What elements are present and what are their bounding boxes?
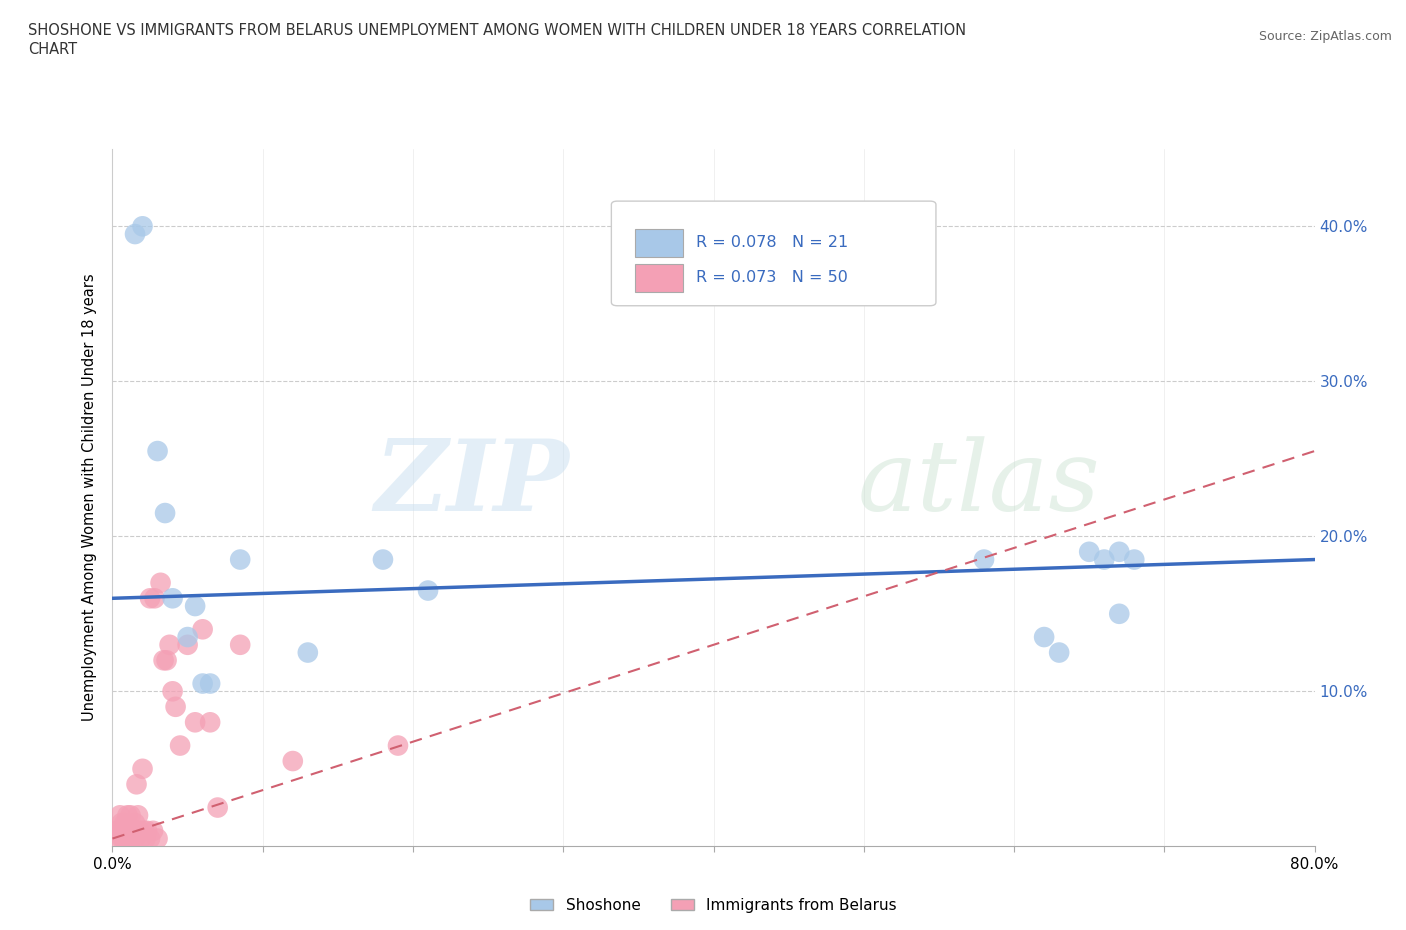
Point xyxy=(139,831,162,846)
Point xyxy=(124,227,146,242)
Point xyxy=(1092,552,1115,567)
Text: SHOSHONE VS IMMIGRANTS FROM BELARUS UNEMPLOYMENT AMONG WOMEN WITH CHILDREN UNDER: SHOSHONE VS IMMIGRANTS FROM BELARUS UNEM… xyxy=(28,23,966,38)
Point xyxy=(143,591,166,605)
Point xyxy=(207,800,229,815)
Point xyxy=(155,653,177,668)
Point xyxy=(124,816,146,830)
Point xyxy=(117,831,139,846)
Point xyxy=(229,552,252,567)
Point xyxy=(198,715,221,730)
Text: ZIP: ZIP xyxy=(374,435,569,532)
Point xyxy=(142,823,165,838)
Point xyxy=(114,816,136,830)
Point xyxy=(153,506,176,521)
Point xyxy=(169,738,191,753)
Point xyxy=(115,831,138,846)
Point xyxy=(108,808,131,823)
Point xyxy=(1108,544,1130,559)
Point xyxy=(110,831,132,846)
Point xyxy=(1108,606,1130,621)
Point xyxy=(122,823,145,838)
Point xyxy=(118,823,141,838)
Point xyxy=(416,583,439,598)
Point xyxy=(146,444,169,458)
Point xyxy=(111,823,134,838)
Point xyxy=(387,738,409,753)
Point xyxy=(120,831,142,846)
Point xyxy=(229,637,252,652)
Text: Source: ZipAtlas.com: Source: ZipAtlas.com xyxy=(1258,30,1392,43)
Point xyxy=(297,645,319,660)
Legend: Shoshone, Immigrants from Belarus: Shoshone, Immigrants from Belarus xyxy=(524,892,903,919)
Point xyxy=(118,831,141,846)
Point xyxy=(371,552,394,567)
Point xyxy=(973,552,995,567)
Point xyxy=(1047,645,1070,660)
Bar xyxy=(636,264,683,292)
Point xyxy=(159,637,181,652)
Point xyxy=(184,599,207,614)
Point xyxy=(1123,552,1146,567)
Point xyxy=(149,576,172,591)
Text: CHART: CHART xyxy=(28,42,77,57)
Point xyxy=(152,653,174,668)
Point xyxy=(1078,544,1101,559)
Point xyxy=(139,591,162,605)
Bar xyxy=(636,229,683,257)
Point xyxy=(176,637,198,652)
Point xyxy=(107,831,129,846)
Point xyxy=(125,777,148,791)
Point xyxy=(136,823,159,838)
Point xyxy=(117,808,139,823)
Point xyxy=(135,831,157,846)
Point xyxy=(198,676,221,691)
Text: R = 0.073   N = 50: R = 0.073 N = 50 xyxy=(696,271,848,286)
Text: R = 0.078   N = 21: R = 0.078 N = 21 xyxy=(696,235,848,250)
Point xyxy=(162,591,184,605)
Point xyxy=(1033,630,1056,644)
Text: atlas: atlas xyxy=(858,436,1101,531)
Point xyxy=(129,831,152,846)
Point xyxy=(146,831,169,846)
Point xyxy=(162,684,184,698)
Point xyxy=(165,699,187,714)
Point xyxy=(131,219,153,233)
Point xyxy=(191,622,214,637)
FancyBboxPatch shape xyxy=(612,201,936,306)
Point xyxy=(120,808,142,823)
Point xyxy=(191,676,214,691)
Point xyxy=(108,823,131,838)
Point xyxy=(111,831,134,846)
Point xyxy=(115,823,138,838)
Point xyxy=(114,831,136,846)
Point xyxy=(105,823,128,838)
Point xyxy=(131,762,153,777)
Point xyxy=(132,823,155,838)
Point xyxy=(124,831,146,846)
Point xyxy=(121,831,143,846)
Point xyxy=(184,715,207,730)
Point xyxy=(127,808,149,823)
Y-axis label: Unemployment Among Women with Children Under 18 years: Unemployment Among Women with Children U… xyxy=(82,273,97,722)
Point xyxy=(128,823,150,838)
Point xyxy=(281,753,304,768)
Point xyxy=(110,816,132,830)
Point xyxy=(176,630,198,644)
